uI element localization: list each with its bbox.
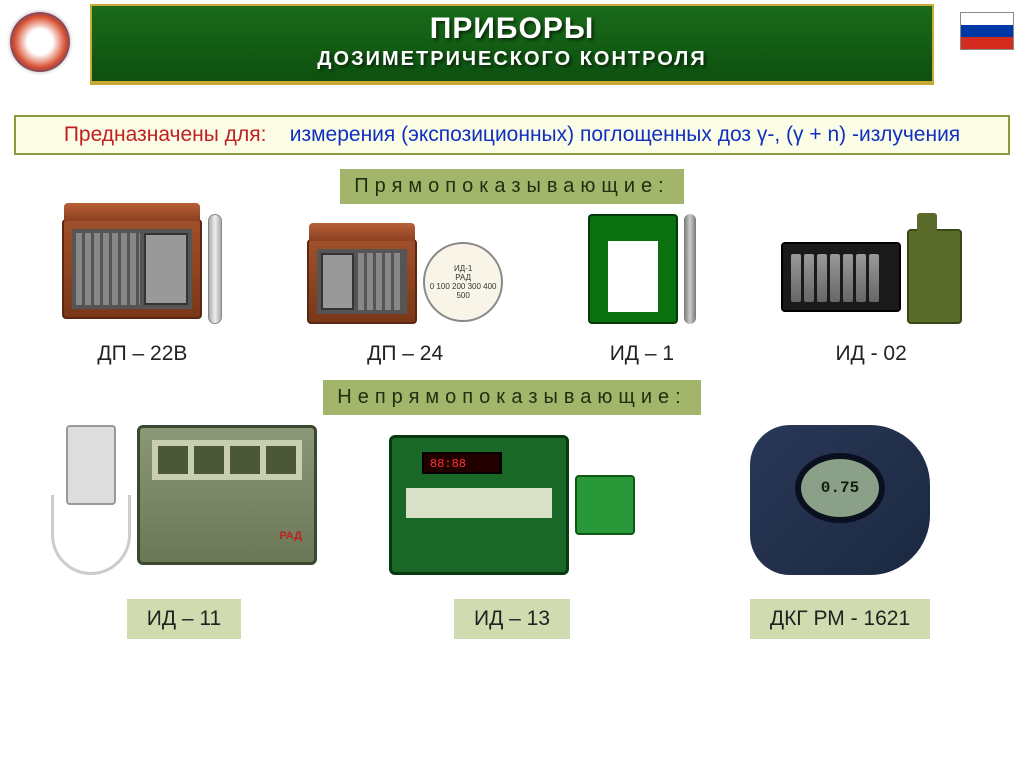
indirect-devices-row: РАД ИД – 11 ИД – 13 0.75 ДКГ РМ - 1621 <box>0 425 1024 639</box>
aux-box-icon <box>575 475 635 535</box>
cord-icon <box>51 495 131 575</box>
device-caption: ИД – 1 <box>610 342 674 366</box>
device-dp24: ИД-1 РАД 0 100 200 300 400 500 ДП – 24 <box>307 239 503 366</box>
dkg-reading: 0.75 <box>821 479 859 497</box>
dial-line2: РАД <box>455 273 471 282</box>
purpose-text: измерения (экспозиционных) поглощенных д… <box>290 123 960 146</box>
reader-icon <box>588 214 678 324</box>
reader-unit-icon: РАД <box>137 425 317 565</box>
device-id1: ИД – 1 <box>588 214 696 366</box>
rod-icon <box>684 214 696 324</box>
case-icon <box>307 239 417 324</box>
device-caption: ДКГ РМ - 1621 <box>750 599 930 639</box>
emblem-icon <box>10 12 70 72</box>
section-indirect-label: Непрямопоказывающие: <box>323 380 700 415</box>
device-caption: ИД – 11 <box>127 599 241 639</box>
header-title-2: ДОЗИМЕТРИЧЕСКОГО КОНТРОЛЯ <box>92 48 932 71</box>
pen-dosimeter-icon <box>208 214 222 324</box>
device-dkg-rm1621: 0.75 ДКГ РМ - 1621 <box>676 425 1004 639</box>
green-device-icon <box>907 229 962 324</box>
black-case-icon <box>781 242 901 312</box>
device-caption: ИД – 13 <box>454 599 570 639</box>
purpose-box: Предназначены для: измерения (экспозицио… <box>14 115 1010 155</box>
dosimeter-icon: 0.75 <box>750 425 930 575</box>
device-caption: ДП – 22В <box>97 342 187 366</box>
device-dp22v: ДП – 22В <box>62 214 222 366</box>
dial-icon: ИД-1 РАД 0 100 200 300 400 500 <box>423 242 503 322</box>
header-title-1: ПРИБОРЫ <box>92 12 932 46</box>
device-id11: РАД ИД – 11 <box>20 425 348 639</box>
device-id13: ИД – 13 <box>348 435 676 639</box>
case-icon <box>62 219 202 319</box>
flag-icon <box>960 12 1014 50</box>
slide-header: ПРИБОРЫ ДОЗИМЕТРИЧЕСКОГО КОНТРОЛЯ <box>90 4 934 85</box>
purpose-label: Предназначены для: <box>64 123 267 146</box>
direct-devices-row: ДП – 22В ИД-1 РАД 0 100 200 300 400 500 … <box>0 214 1024 366</box>
device-caption: ДП – 24 <box>367 342 443 366</box>
meter-icon <box>389 435 569 575</box>
device-id02: ИД - 02 <box>781 229 962 366</box>
rad-label: РАД <box>279 530 302 542</box>
device-caption: ИД - 02 <box>835 342 906 366</box>
sensor-icon <box>66 425 116 505</box>
dial-line1: ИД-1 <box>454 264 472 273</box>
dial-line3: 0 100 200 300 400 500 <box>425 282 501 300</box>
section-direct-label: Прямопоказывающие: <box>340 169 683 204</box>
